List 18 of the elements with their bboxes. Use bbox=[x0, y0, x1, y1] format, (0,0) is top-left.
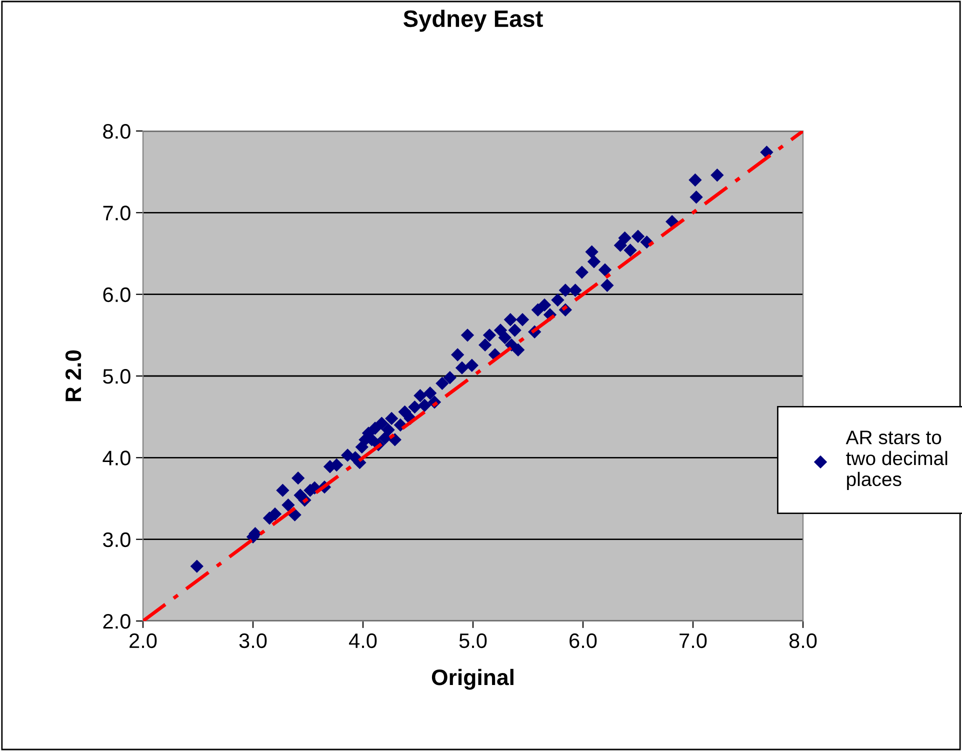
y-tick-label: 5.0 bbox=[103, 369, 130, 384]
x-tick-label: 5.0 bbox=[459, 633, 487, 648]
y-tick-label: 6.0 bbox=[103, 287, 130, 302]
legend-label: AR stars to two decimal places bbox=[846, 430, 948, 490]
y-tick-label: 3.0 bbox=[103, 532, 130, 548]
x-axis-title: Original bbox=[432, 668, 514, 690]
chart-title: Sydney East bbox=[403, 10, 543, 32]
x-tick-label: 8.0 bbox=[789, 633, 817, 648]
y-axis-title: R 2.0 bbox=[65, 350, 82, 402]
x-tick-label: 7.0 bbox=[680, 633, 707, 648]
x-tick-label: 6.0 bbox=[570, 633, 597, 648]
y-tick-label: 8.0 bbox=[103, 124, 130, 139]
y-tick-label: 7.0 bbox=[103, 206, 130, 220]
x-tick-label: 4.0 bbox=[349, 633, 377, 648]
x-tick-label: 3.0 bbox=[239, 633, 267, 648]
y-tick-label: 2.0 bbox=[103, 614, 130, 629]
y-tick-label: 4.0 bbox=[102, 450, 130, 466]
x-tick-label: 2.0 bbox=[130, 633, 157, 648]
